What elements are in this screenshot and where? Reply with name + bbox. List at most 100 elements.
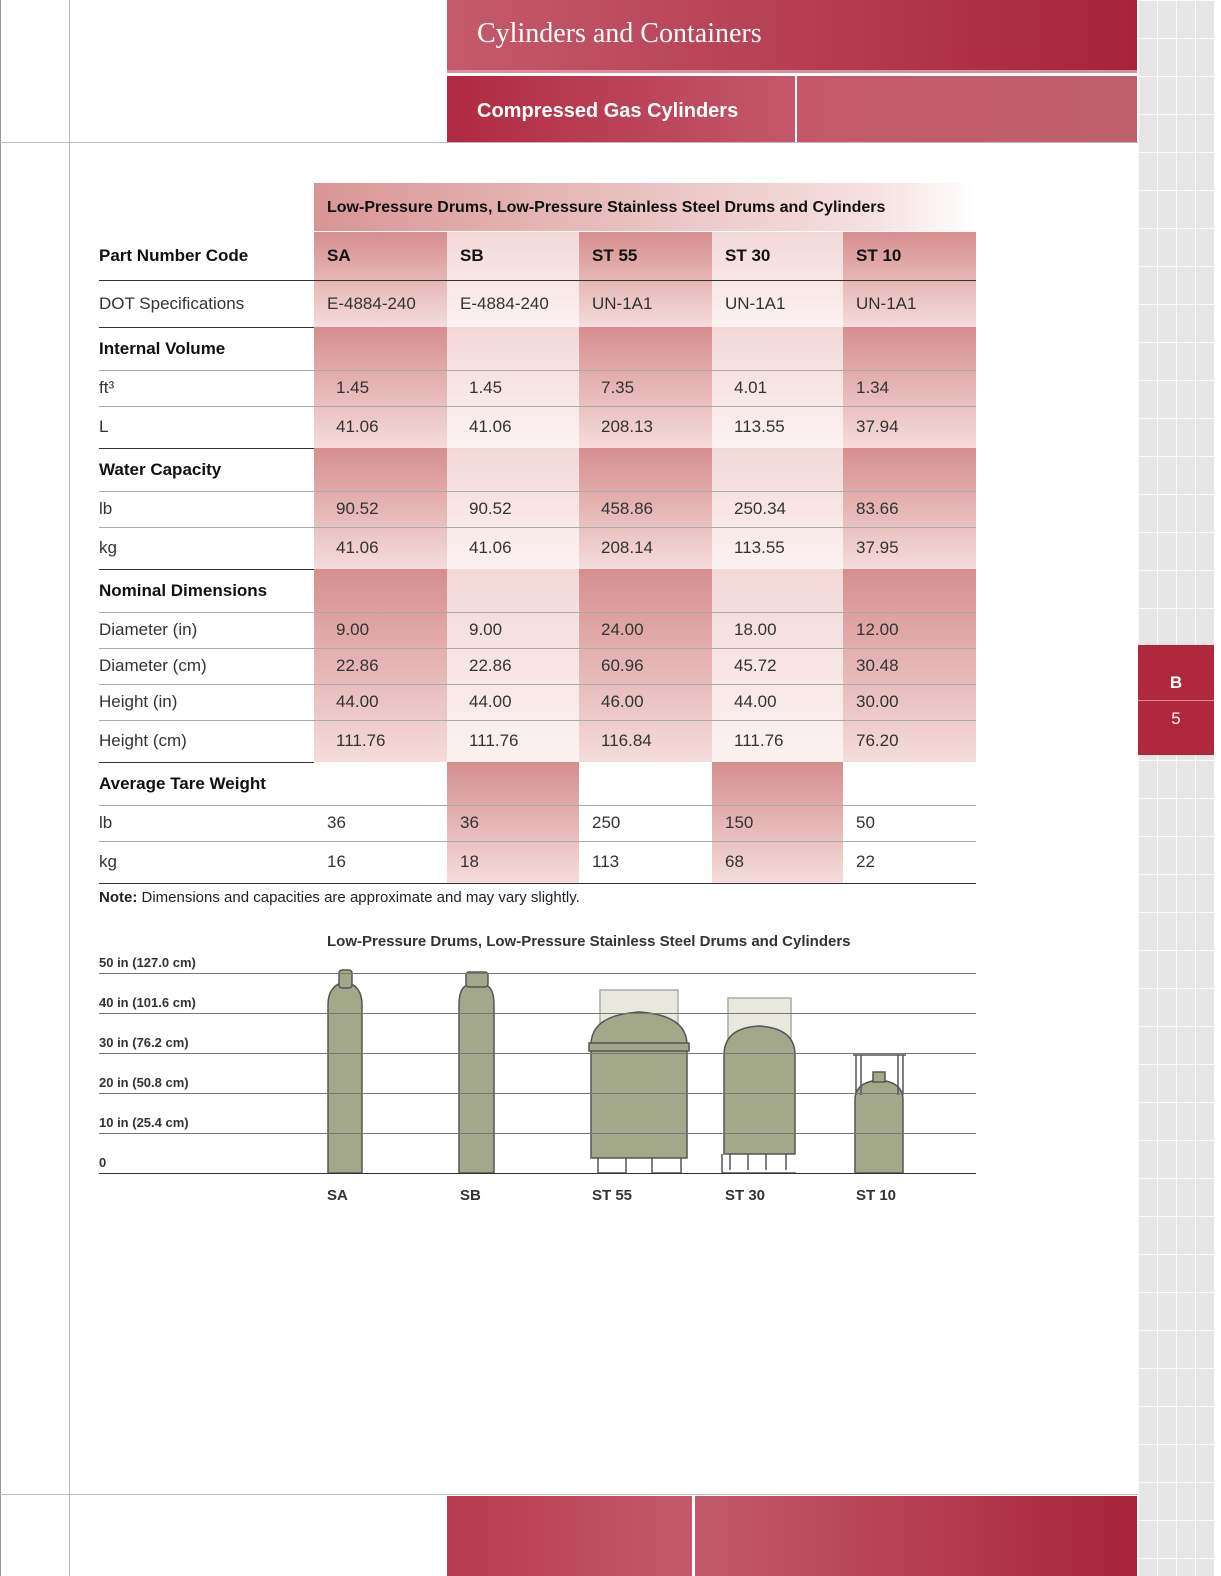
row-label: lb <box>99 813 113 832</box>
footer-bar <box>447 1496 692 1576</box>
row-label: ft³ <box>99 378 115 397</box>
cell-value: 18.00 <box>734 620 777 639</box>
cell-value: 41.06 <box>336 538 379 557</box>
row-rule <box>99 648 976 649</box>
margin-line <box>69 0 70 1576</box>
column-shade <box>447 569 579 762</box>
y-axis-label: 30 in (76.2 cm) <box>99 1035 189 1050</box>
cell-value: 250 <box>592 813 621 832</box>
section-title: Nominal Dimensions <box>99 580 268 600</box>
column-shade <box>843 327 976 448</box>
y-axis-label: 10 in (25.4 cm) <box>99 1115 189 1130</box>
column-shade <box>843 569 976 762</box>
cell-value: 150 <box>725 813 754 832</box>
gridline <box>99 1133 976 1134</box>
drum-stand <box>721 1154 796 1174</box>
column-shade <box>712 762 843 883</box>
title-underline <box>447 70 1137 73</box>
cell-value: UN-1A1 <box>725 293 786 313</box>
column-shade <box>579 762 712 883</box>
row-label: kg <box>99 538 117 557</box>
column-shade <box>712 448 843 569</box>
note-text: Dimensions and capacities are approximat… <box>141 889 580 906</box>
row-label: Height (in) <box>99 692 178 711</box>
row-label: L <box>99 417 109 436</box>
section-title: Internal Volume <box>99 338 226 358</box>
column-shade <box>447 327 579 448</box>
column-shade <box>447 232 579 327</box>
row-label: lb <box>99 499 113 518</box>
column-shade <box>843 232 976 327</box>
cell-value: 111.76 <box>469 731 519 750</box>
gridline <box>99 1093 976 1094</box>
column-shade <box>843 448 976 569</box>
cell-value: 22.86 <box>469 656 512 675</box>
page-title: Cylinders and Containers <box>477 18 762 49</box>
row-label: Diameter (in) <box>99 620 198 639</box>
column-shade <box>447 762 579 883</box>
row-rule <box>99 684 976 685</box>
gridline <box>99 973 976 974</box>
cell-value: 111.76 <box>734 731 784 750</box>
column-shade <box>579 448 712 569</box>
x-axis-label: ST 10 <box>856 1187 897 1204</box>
cell-value: 113 <box>592 852 620 871</box>
row-label: kg <box>99 852 117 871</box>
column-header: ST 30 <box>725 246 771 265</box>
cell-value: 45.72 <box>734 656 777 675</box>
subtitle-bar: Compressed Gas Cylinders <box>447 76 795 142</box>
cell-value: 60.96 <box>601 656 644 675</box>
row-rule <box>99 406 976 407</box>
header-rule <box>0 142 1138 143</box>
x-axis-label: SB <box>460 1187 481 1204</box>
cell-value: UN-1A1 <box>592 293 653 313</box>
column-header: SB <box>460 246 484 265</box>
gridline <box>99 1013 976 1014</box>
cell-value: 16 <box>327 852 346 871</box>
frame <box>853 1054 906 1095</box>
cell-value: 44.00 <box>336 692 379 711</box>
cell-value: 90.52 <box>336 499 379 518</box>
row-rule <box>99 720 976 721</box>
cell-value: 76.20 <box>856 731 899 750</box>
cell-value: 41.06 <box>469 417 512 436</box>
x-axis-label: ST 30 <box>725 1187 766 1204</box>
cell-value: 7.35 <box>601 378 635 397</box>
y-axis-label: 50 in (127.0 cm) <box>99 955 196 970</box>
cell-value: 90.52 <box>469 499 512 518</box>
y-axis-label: 20 in (50.8 cm) <box>99 1075 189 1090</box>
cap <box>465 971 489 988</box>
cell-value: 9.00 <box>336 620 370 639</box>
cell-value: 1.45 <box>336 378 370 397</box>
cell-value: 113.55 <box>734 417 785 436</box>
column-shade <box>314 232 447 327</box>
page-edge <box>0 0 1 1576</box>
row-rule <box>99 491 976 492</box>
column-shade <box>314 448 447 569</box>
cell-value: 116.84 <box>601 731 652 750</box>
drum-st30 <box>723 1025 796 1155</box>
row-rule <box>99 370 976 371</box>
rule <box>99 883 976 884</box>
footer-bar-right <box>695 1496 1137 1576</box>
caption-band <box>314 183 976 231</box>
cell-value: 44.00 <box>734 692 777 711</box>
note: Note: Dimensions and capacities are appr… <box>99 889 580 906</box>
x-axis-label: SA <box>327 1187 348 1204</box>
row-label: Diameter (cm) <box>99 656 207 675</box>
cell-value: 250.34 <box>734 499 786 518</box>
diagram-title: Low-Pressure Drums, Low-Pressure Stainle… <box>327 933 851 950</box>
cell-value: 41.06 <box>469 538 512 557</box>
cell-value: 68 <box>725 852 744 871</box>
cylinder-illustrations <box>327 969 906 1174</box>
cell-value: 46.00 <box>601 692 644 711</box>
x-axis-label: ST 55 <box>592 1187 633 1204</box>
rule <box>99 280 976 281</box>
cell-value: 24.00 <box>601 620 644 639</box>
drum-legs <box>597 1158 682 1174</box>
tab-letter: B <box>1169 673 1183 692</box>
cell-value: 50 <box>856 813 875 832</box>
column-shade <box>712 327 843 448</box>
section-title: Average Tare Weight <box>99 773 266 793</box>
